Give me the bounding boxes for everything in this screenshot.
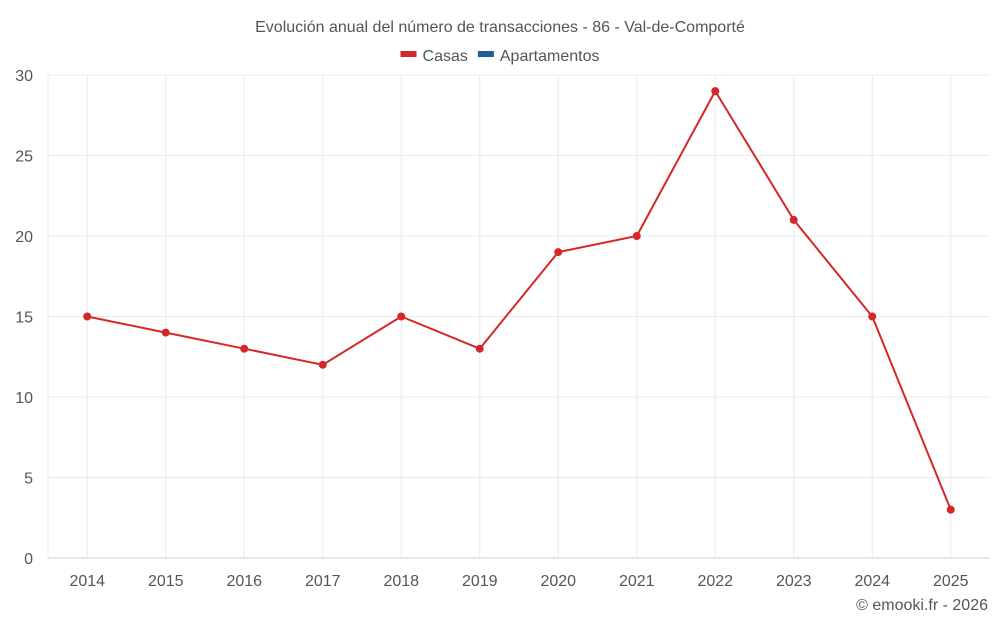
data-point[interactable]: [161, 328, 170, 337]
x-tick-label: 2023: [776, 573, 812, 590]
y-tick-label: 15: [15, 310, 33, 327]
data-point[interactable]: [711, 87, 720, 96]
y-tick-label: 5: [24, 471, 33, 488]
x-tick-label: 2020: [540, 573, 576, 590]
legend-swatch: [400, 51, 417, 57]
x-tick-label: 2024: [854, 573, 890, 590]
data-point[interactable]: [397, 312, 406, 321]
legend-label: Apartamentos: [500, 48, 600, 65]
y-tick-label: 10: [15, 390, 33, 407]
y-tick-label: 0: [24, 551, 33, 568]
legend-item-casas[interactable]: Casas: [400, 48, 468, 65]
legend-item-apartamentos[interactable]: Apartamentos: [477, 48, 600, 65]
credit-text: © emooki.fr - 2026: [856, 597, 988, 614]
x-tick-label: 2017: [305, 573, 341, 590]
legend-label: Casas: [423, 48, 468, 65]
series-layer: [83, 87, 955, 514]
data-point[interactable]: [632, 232, 641, 240]
chart-title: Evolución anual del número de transaccio…: [255, 19, 745, 36]
y-tick-label: 30: [15, 68, 33, 85]
legend-swatch: [477, 51, 494, 57]
data-point[interactable]: [946, 505, 955, 514]
data-point[interactable]: [475, 344, 484, 353]
grid: [48, 74, 990, 558]
x-tick-label: 2014: [69, 573, 105, 590]
x-tick-label: 2019: [462, 573, 498, 590]
series-line-casas: [87, 90, 952, 511]
x-tick-label: 2018: [383, 573, 419, 590]
data-point[interactable]: [789, 215, 798, 224]
data-point[interactable]: [83, 312, 92, 321]
data-point[interactable]: [868, 312, 877, 321]
x-tick-label: 2021: [619, 573, 655, 590]
x-tick-label: 2015: [148, 573, 184, 590]
x-tick-label: 2025: [933, 573, 969, 590]
x-tick-label: 2022: [697, 573, 733, 590]
data-point[interactable]: [240, 344, 249, 353]
data-point[interactable]: [318, 360, 327, 369]
y-tick-label: 25: [15, 149, 33, 166]
y-tick-label: 20: [15, 229, 33, 246]
x-tick-label: 2016: [226, 573, 262, 590]
data-point[interactable]: [554, 248, 563, 257]
legend: Casas Apartamentos: [400, 48, 600, 65]
